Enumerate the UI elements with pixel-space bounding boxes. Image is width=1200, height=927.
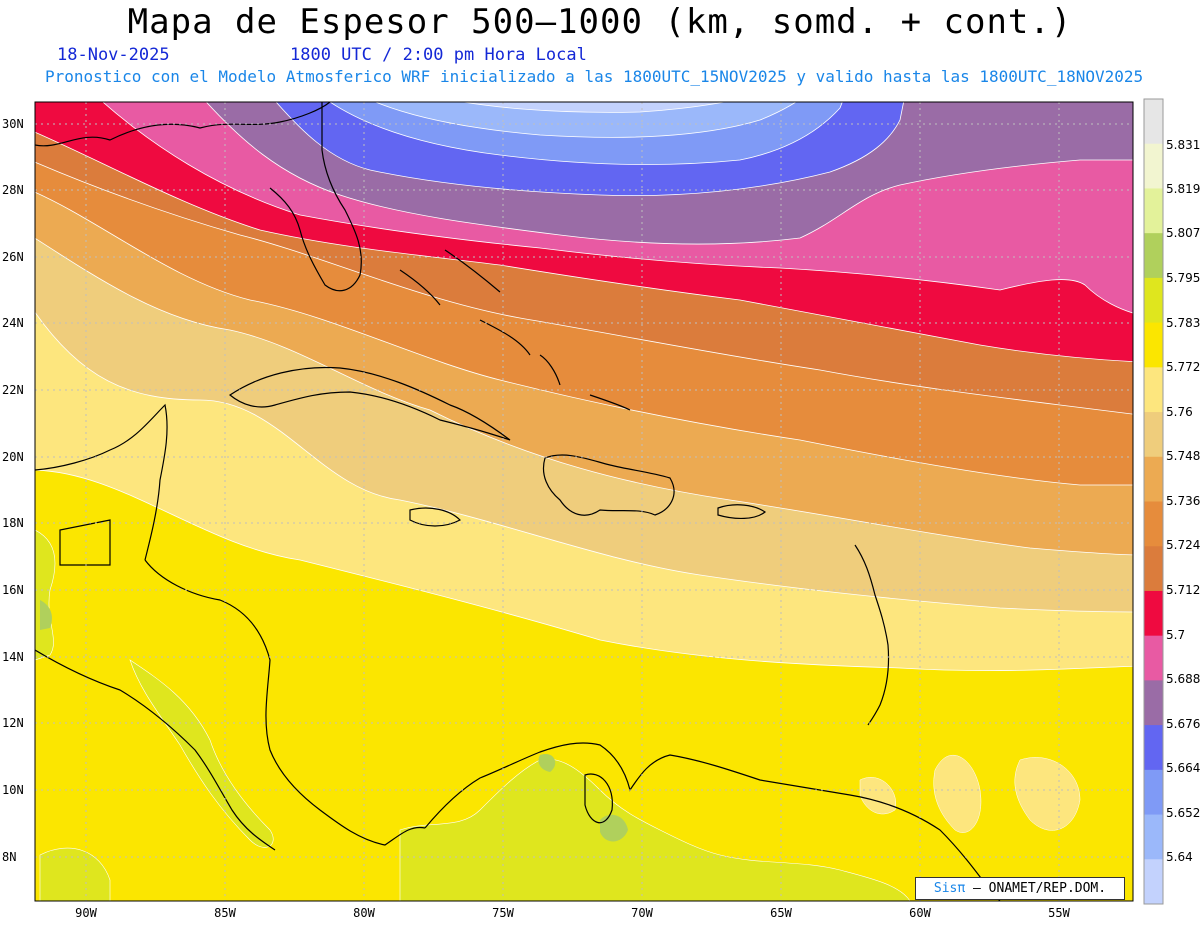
colorbar-swatch <box>1144 814 1163 860</box>
colorbar-label: 5.688 <box>1166 672 1200 686</box>
model-note: Pronostico con el Modelo Atmosferico WRF… <box>45 67 1144 86</box>
colorbar-label: 5.736 <box>1166 494 1200 508</box>
colorbar-swatch <box>1144 99 1163 145</box>
colorbar-swatch <box>1144 322 1163 368</box>
colorbar-swatch <box>1144 188 1163 234</box>
colorbar-label: 5.783 <box>1166 316 1200 330</box>
colorbar <box>1143 98 1164 905</box>
colorbar-label: 5.712 <box>1166 583 1200 597</box>
forecast-time: 1800 UTC / 2:00 pm Hora Local <box>290 45 587 65</box>
colorbar-swatch <box>1144 412 1163 458</box>
colorbar-label: 5.652 <box>1166 806 1200 820</box>
colorbar-frame <box>1143 98 1164 905</box>
lat-label-10n: 10N <box>2 783 24 797</box>
colorbar-swatch <box>1144 859 1163 905</box>
map-frame <box>34 101 1134 902</box>
lat-label-28n: 28N <box>2 183 24 197</box>
forecast-date: 18-Nov-2025 <box>57 45 170 65</box>
lat-label-30n: 30N <box>2 117 24 131</box>
lon-label-55w: 55W <box>1048 906 1070 920</box>
lat-label-14n: 14N <box>2 650 24 664</box>
lat-label-22n: 22N <box>2 383 24 397</box>
colorbar-swatch <box>1144 725 1163 771</box>
lon-label-80w: 80W <box>353 906 375 920</box>
colorbar-label: 5.64 <box>1166 850 1193 864</box>
colorbar-label: 5.676 <box>1166 717 1200 731</box>
colorbar-label: 5.748 <box>1166 449 1200 463</box>
colorbar-label: 5.76 <box>1166 405 1193 419</box>
lon-label-70w: 70W <box>631 906 653 920</box>
credit-box: Sisπ — ONAMET/REP.DOM. <box>915 877 1125 900</box>
credit-brand: Sisπ <box>933 881 966 896</box>
map-title: Mapa de Espesor 500—1000 (km, somd. + co… <box>127 2 1073 42</box>
lat-label-24n: 24N <box>2 316 24 330</box>
lat-label-12n: 12N <box>2 716 24 730</box>
colorbar-swatch <box>1144 501 1163 547</box>
colorbar-swatch <box>1144 367 1163 413</box>
colorbar-swatch <box>1144 546 1163 592</box>
lon-label-60w: 60W <box>909 906 931 920</box>
lon-label-85w: 85W <box>214 906 236 920</box>
lat-label-8n: 8N <box>2 850 17 864</box>
colorbar-label: 5.795 <box>1166 271 1200 285</box>
thickness-shading <box>35 102 1133 901</box>
colorbar-label: 5.807 <box>1166 226 1200 240</box>
credit-org: — ONAMET/REP.DOM. <box>965 881 1107 896</box>
colorbar-swatch <box>1144 233 1163 279</box>
colorbar-swatch <box>1144 277 1163 324</box>
lon-label-65w: 65W <box>770 906 792 920</box>
colorbar-label: 5.831 <box>1166 138 1200 152</box>
lat-label-26n: 26N <box>2 250 24 264</box>
colorbar-swatch <box>1144 680 1163 726</box>
colorbar-label: 5.772 <box>1166 360 1200 374</box>
colorbar-swatch <box>1144 635 1163 681</box>
colorbar-label: 5.819 <box>1166 182 1200 196</box>
colorbar-label: 5.724 <box>1166 538 1200 552</box>
colorbar-swatch <box>1144 143 1163 189</box>
colorbar-swatch <box>1144 456 1163 502</box>
colorbar-label: 5.664 <box>1166 761 1200 775</box>
colorbar-label: 5.7 <box>1166 628 1186 642</box>
colorbar-swatch <box>1144 590 1163 637</box>
lon-label-75w: 75W <box>492 906 514 920</box>
colorbar-swatch <box>1144 769 1163 816</box>
lat-label-16n: 16N <box>2 583 24 597</box>
lon-label-90w: 90W <box>75 906 97 920</box>
graticule <box>35 102 1133 901</box>
lat-label-18n: 18N <box>2 516 24 530</box>
lat-label-20n: 20N <box>2 450 24 464</box>
